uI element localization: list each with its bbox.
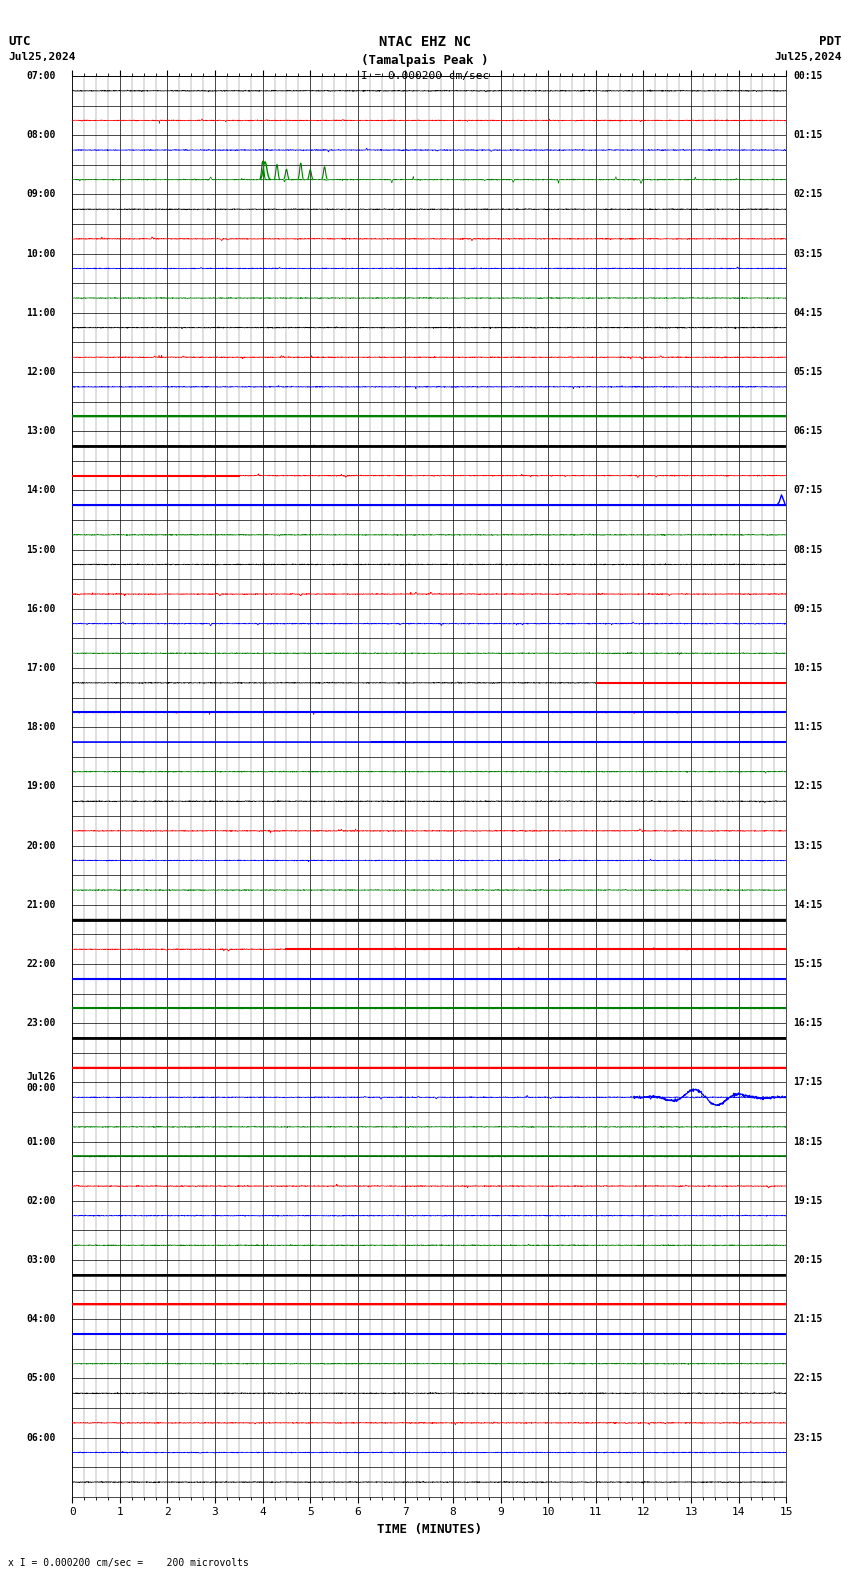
Text: 22:15: 22:15	[793, 1373, 823, 1383]
Text: 22:00: 22:00	[26, 958, 55, 969]
Text: 19:00: 19:00	[26, 781, 55, 792]
Text: 00:15: 00:15	[793, 71, 823, 81]
Text: PDT: PDT	[819, 35, 842, 48]
Text: 20:00: 20:00	[26, 841, 55, 851]
Text: 05:00: 05:00	[26, 1373, 55, 1383]
Text: 09:00: 09:00	[26, 190, 55, 200]
Text: I = 0.000200 cm/sec: I = 0.000200 cm/sec	[361, 71, 489, 81]
Text: 14:00: 14:00	[26, 485, 55, 496]
Text: 10:15: 10:15	[793, 664, 823, 673]
Text: 04:00: 04:00	[26, 1315, 55, 1324]
Text: 16:00: 16:00	[26, 604, 55, 615]
Text: 07:00: 07:00	[26, 71, 55, 81]
Text: 09:15: 09:15	[793, 604, 823, 615]
Text: 23:15: 23:15	[793, 1432, 823, 1443]
Text: 18:00: 18:00	[26, 722, 55, 732]
Text: Jul25,2024: Jul25,2024	[8, 52, 76, 62]
Text: 18:15: 18:15	[793, 1137, 823, 1147]
Text: 05:15: 05:15	[793, 367, 823, 377]
Text: 17:00: 17:00	[26, 664, 55, 673]
Text: 19:15: 19:15	[793, 1196, 823, 1205]
Text: 12:00: 12:00	[26, 367, 55, 377]
Text: 11:15: 11:15	[793, 722, 823, 732]
Text: 16:15: 16:15	[793, 1019, 823, 1028]
Text: x I = 0.000200 cm/sec =    200 microvolts: x I = 0.000200 cm/sec = 200 microvolts	[8, 1559, 249, 1568]
Text: 01:15: 01:15	[793, 130, 823, 141]
Text: 21:00: 21:00	[26, 900, 55, 909]
Text: 02:00: 02:00	[26, 1196, 55, 1205]
Text: 04:15: 04:15	[793, 307, 823, 318]
Text: 13:15: 13:15	[793, 841, 823, 851]
Text: 20:15: 20:15	[793, 1255, 823, 1266]
Text: 08:00: 08:00	[26, 130, 55, 141]
Text: 03:00: 03:00	[26, 1255, 55, 1266]
Text: 10:00: 10:00	[26, 249, 55, 258]
Text: 23:00: 23:00	[26, 1019, 55, 1028]
Text: (Tamalpais Peak ): (Tamalpais Peak )	[361, 54, 489, 67]
Text: 15:00: 15:00	[26, 545, 55, 554]
Text: 02:15: 02:15	[793, 190, 823, 200]
Text: 14:15: 14:15	[793, 900, 823, 909]
Text: 01:00: 01:00	[26, 1137, 55, 1147]
Text: 12:15: 12:15	[793, 781, 823, 792]
Text: 03:15: 03:15	[793, 249, 823, 258]
Text: NTAC EHZ NC: NTAC EHZ NC	[379, 35, 471, 49]
Text: 06:00: 06:00	[26, 1432, 55, 1443]
Text: 06:15: 06:15	[793, 426, 823, 436]
X-axis label: TIME (MINUTES): TIME (MINUTES)	[377, 1522, 482, 1536]
Text: 11:00: 11:00	[26, 307, 55, 318]
Text: 08:15: 08:15	[793, 545, 823, 554]
Text: 07:15: 07:15	[793, 485, 823, 496]
Text: 15:15: 15:15	[793, 958, 823, 969]
Text: Jul25,2024: Jul25,2024	[774, 52, 842, 62]
Text: 21:15: 21:15	[793, 1315, 823, 1324]
Text: 17:15: 17:15	[793, 1077, 823, 1088]
Text: UTC: UTC	[8, 35, 31, 48]
Text: 13:00: 13:00	[26, 426, 55, 436]
Text: Jul26
00:00: Jul26 00:00	[26, 1072, 55, 1093]
